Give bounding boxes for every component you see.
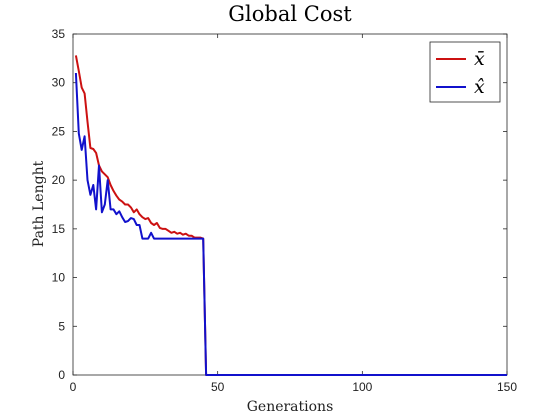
x-tick-label: 50 bbox=[211, 380, 225, 394]
y-tick-label: 30 bbox=[52, 76, 66, 90]
chart-title: Global Cost bbox=[228, 2, 352, 26]
y-tick-label: 10 bbox=[52, 271, 66, 285]
series-lines bbox=[74, 55, 507, 376]
x-axis: 0 50 100 150 bbox=[70, 34, 517, 394]
y-tick-label: 15 bbox=[52, 222, 66, 236]
y-tick-label: 35 bbox=[52, 27, 66, 41]
x-tick-label: 0 bbox=[70, 380, 77, 394]
y-tick-label: 25 bbox=[52, 124, 66, 138]
y-axis-label: Path Lenght bbox=[31, 160, 47, 247]
x-tick-label: 100 bbox=[352, 380, 372, 394]
legend: x̄ x̂ bbox=[429, 41, 501, 103]
y-tick-label: 5 bbox=[58, 319, 65, 333]
x-tick-label: 150 bbox=[497, 380, 517, 394]
x-axis-label: Generations bbox=[247, 399, 334, 415]
legend-box bbox=[429, 41, 501, 103]
y-tick-label: 0 bbox=[58, 368, 65, 382]
y-axis: 0 5 10 15 20 25 30 35 bbox=[52, 27, 507, 382]
legend-label-0: x̄ bbox=[474, 48, 485, 70]
y-tick-label: 20 bbox=[52, 173, 66, 187]
series-line-1 bbox=[74, 72, 507, 376]
legend-label-1: x̂ bbox=[474, 76, 485, 98]
